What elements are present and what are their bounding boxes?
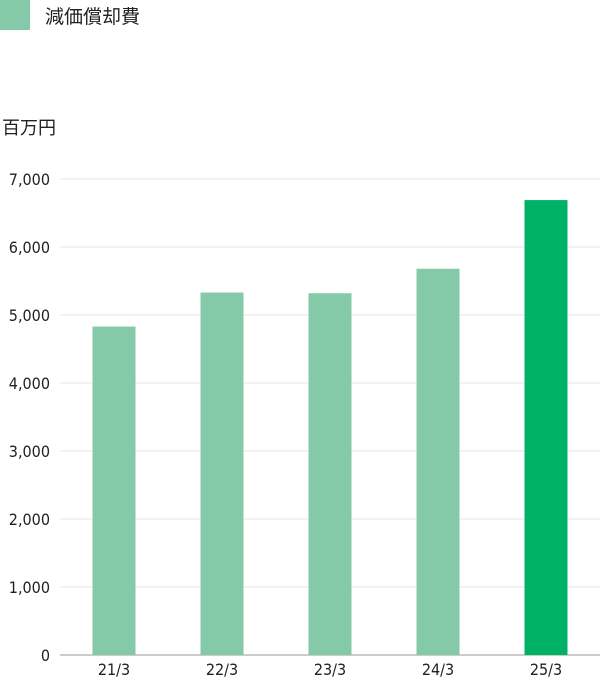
bars	[92, 200, 568, 655]
legend-swatch	[0, 0, 30, 30]
x-tick-label: 25/3	[530, 660, 562, 679]
x-tick-label: 21/3	[98, 660, 130, 679]
y-unit-label: 百万円	[2, 118, 56, 139]
legend: 減価償却費	[0, 0, 140, 30]
legend-label: 減価償却費	[45, 5, 141, 28]
y-tick-label: 4,000	[9, 374, 50, 393]
y-tick-label: 3,000	[9, 442, 50, 461]
x-tick-label: 23/3	[314, 660, 346, 679]
bar-21-3	[92, 326, 136, 655]
bar-25-3	[524, 200, 568, 655]
bar-22-3	[200, 292, 244, 655]
y-tick-label: 7,000	[9, 170, 50, 189]
y-tick-label: 2,000	[9, 510, 50, 529]
bar-24-3	[416, 268, 460, 655]
y-axis-ticks: 0 1,000 2,000 3,000 4,000 5,000 6,000 7,000	[9, 170, 50, 665]
y-tick-label: 1,000	[9, 578, 50, 597]
x-tick-label: 22/3	[206, 660, 238, 679]
x-tick-label: 24/3	[422, 660, 454, 679]
y-tick-label: 0	[41, 646, 50, 665]
bar-23-3	[308, 293, 352, 655]
x-axis-ticks: 21/3 22/3 23/3 24/3 25/3	[98, 660, 562, 679]
y-tick-label: 5,000	[9, 306, 50, 325]
y-tick-label: 6,000	[9, 238, 50, 257]
